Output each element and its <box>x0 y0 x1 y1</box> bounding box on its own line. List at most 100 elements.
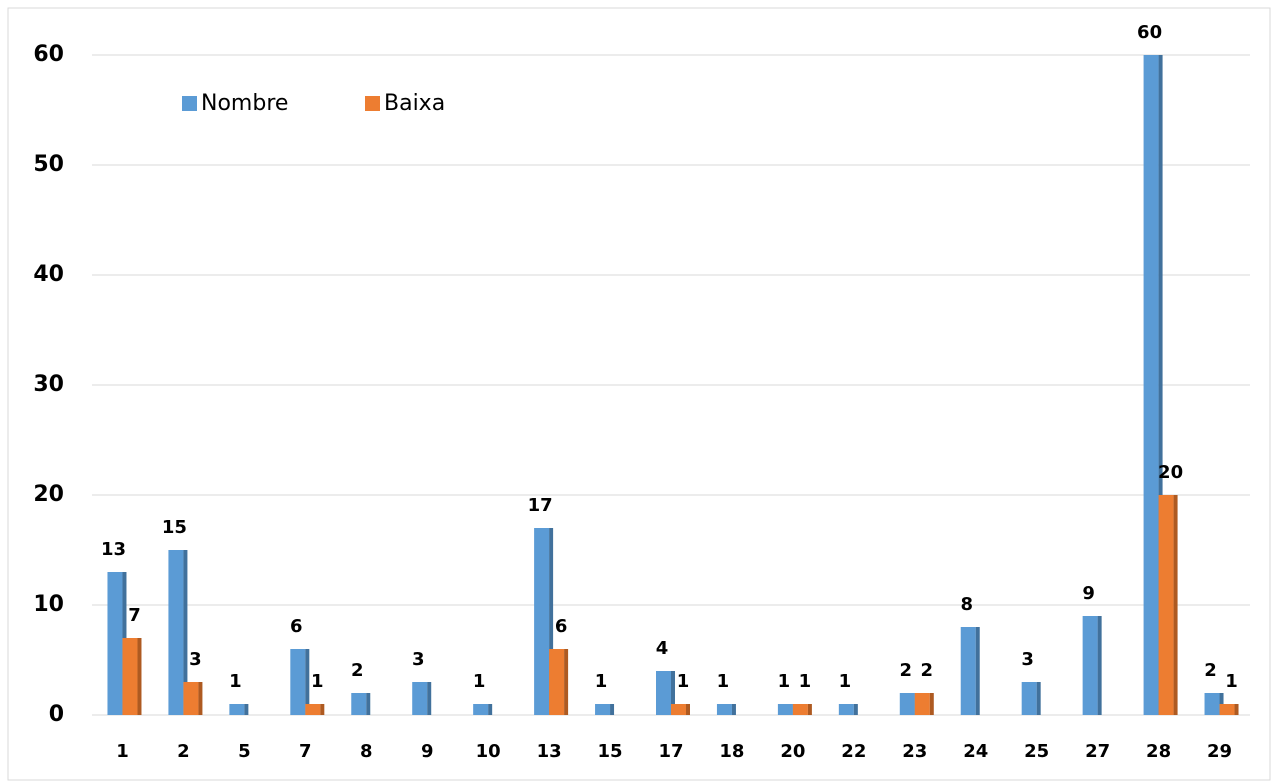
x-tick-label: 22 <box>841 741 866 762</box>
bar-face <box>534 528 550 715</box>
x-tick-label: 10 <box>476 741 501 762</box>
bar <box>473 704 493 715</box>
y-tick-label: 30 <box>33 372 64 397</box>
bar <box>1143 55 1163 715</box>
data-label: 3 <box>1021 649 1034 670</box>
bar-face <box>671 704 686 715</box>
data-label: 1 <box>799 671 812 692</box>
x-tick-label: 7 <box>299 741 312 762</box>
x-tick-label: 23 <box>902 741 927 762</box>
bar-face <box>1021 682 1037 715</box>
bar <box>656 671 675 715</box>
x-tick-label: 2 <box>177 741 190 762</box>
bar <box>716 704 736 715</box>
x-tick-label: 17 <box>658 741 683 762</box>
bar-face <box>1219 704 1235 715</box>
y-tick-label: 10 <box>33 592 64 617</box>
bar-side <box>1158 55 1163 715</box>
data-label: 1 <box>677 671 690 692</box>
bar-side <box>853 704 858 715</box>
bar-face <box>777 704 793 715</box>
bar <box>534 528 554 715</box>
bar-side <box>1097 616 1102 715</box>
data-label: 1 <box>717 671 730 692</box>
x-tick-label: 27 <box>1085 741 1110 762</box>
legend-swatch <box>365 96 380 111</box>
bar <box>351 693 371 715</box>
x-tick-label: 5 <box>238 741 251 762</box>
data-label: 2 <box>1204 660 1217 681</box>
bar <box>168 550 188 715</box>
bar-face <box>960 627 976 715</box>
x-tick-label: 8 <box>360 741 373 762</box>
bar-face <box>351 693 367 715</box>
bar-face <box>1158 495 1174 715</box>
bar-side <box>488 704 493 715</box>
bar-face <box>107 572 123 715</box>
bar-face <box>229 704 245 715</box>
bar-face <box>290 649 306 715</box>
bar-side <box>731 704 736 715</box>
bar-side <box>549 528 554 715</box>
x-tick-label: 28 <box>1146 741 1171 762</box>
bar-face <box>412 682 428 715</box>
bar-side <box>198 682 203 715</box>
chart-frame <box>7 7 1271 781</box>
y-tick-label: 40 <box>33 262 64 287</box>
data-label: 13 <box>101 539 126 560</box>
data-label: 20 <box>1158 462 1183 483</box>
data-label: 7 <box>128 605 141 626</box>
data-label: 1 <box>1225 671 1238 692</box>
legend-swatch <box>182 96 197 111</box>
bar-side <box>366 693 371 715</box>
bar-side <box>1234 704 1239 715</box>
bar-side <box>686 704 690 715</box>
bar <box>1082 616 1102 715</box>
bar-face <box>1143 55 1159 715</box>
bar-side <box>671 671 675 715</box>
data-label: 3 <box>412 649 425 670</box>
bar-face <box>549 649 565 715</box>
x-tick-label: 15 <box>598 741 623 762</box>
bar-face <box>899 693 915 715</box>
bar-side <box>244 704 249 715</box>
bar <box>1158 495 1178 715</box>
x-tick-label: 18 <box>719 741 744 762</box>
x-tick-label: 20 <box>780 741 805 762</box>
bar <box>914 693 934 715</box>
bar <box>290 649 310 715</box>
bar-side <box>610 704 615 715</box>
bar <box>960 627 980 715</box>
x-tick-label: 13 <box>537 741 562 762</box>
bar-side <box>427 682 432 715</box>
bar-face <box>1082 616 1098 715</box>
bar <box>305 704 325 715</box>
x-tick-label: 29 <box>1207 741 1232 762</box>
bar <box>183 682 203 715</box>
bar-face <box>838 704 854 715</box>
bar <box>1021 682 1041 715</box>
data-label: 15 <box>162 517 187 538</box>
data-label: 6 <box>555 616 568 637</box>
data-label: 2 <box>351 660 364 681</box>
bar <box>671 704 690 715</box>
bar-face <box>595 704 611 715</box>
y-tick-label: 50 <box>33 152 64 177</box>
bar-side <box>975 627 980 715</box>
bar-face <box>305 704 321 715</box>
bar-side <box>137 638 142 715</box>
bar <box>122 638 142 715</box>
bar-side <box>929 693 934 715</box>
data-label: 1 <box>311 671 324 692</box>
legend-label: Nombre <box>201 91 288 116</box>
data-label: 1 <box>595 671 608 692</box>
bar <box>1219 704 1239 715</box>
data-label: 1 <box>839 671 852 692</box>
y-tick-label: 60 <box>33 42 64 67</box>
data-label: 1 <box>778 671 791 692</box>
bar <box>412 682 432 715</box>
x-tick-label: 9 <box>421 741 434 762</box>
bar <box>549 649 569 715</box>
bar-side <box>305 649 310 715</box>
